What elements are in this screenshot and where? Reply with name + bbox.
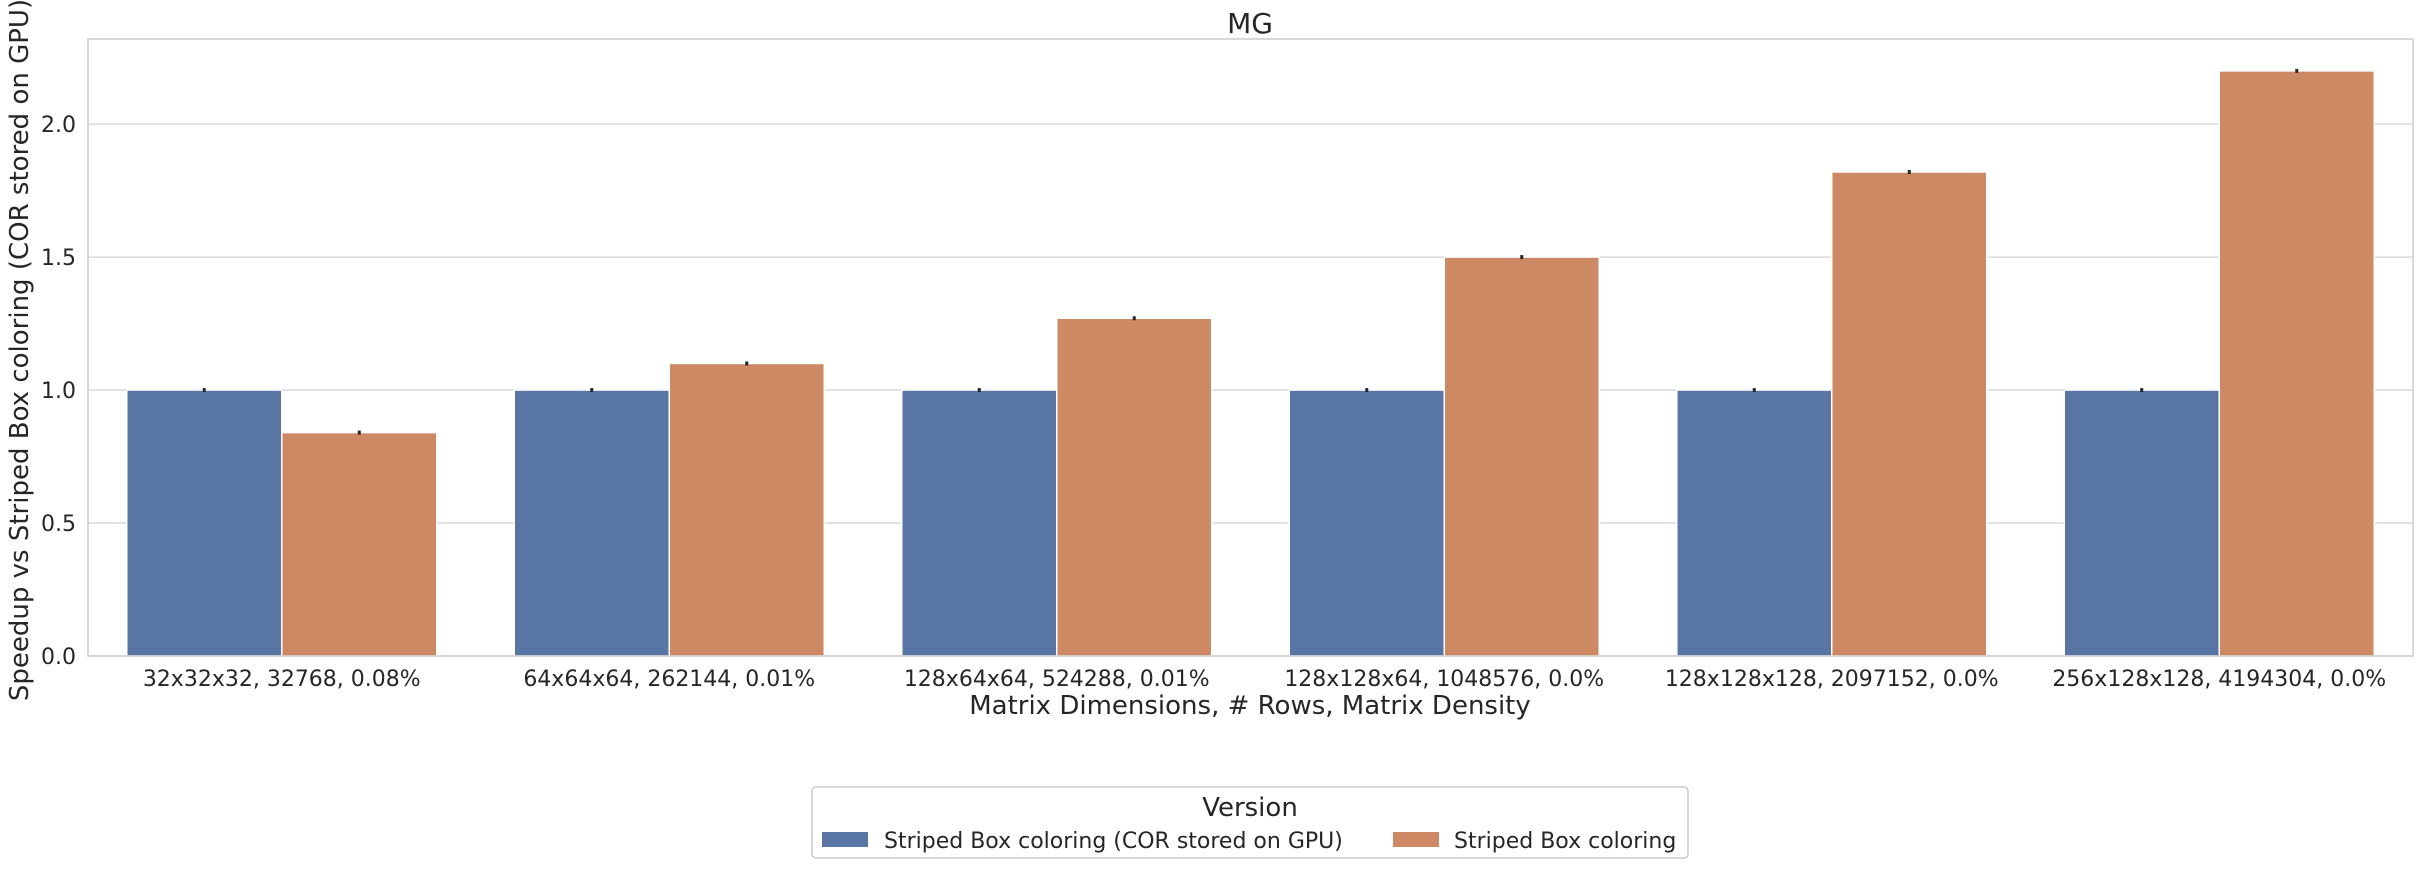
bar-series-2 [281, 431, 438, 657]
x-tick-label: 32x32x32, 32768, 0.08% [143, 667, 421, 692]
legend-label-series-2: Striped Box coloring [1454, 829, 1676, 854]
y-tick-label: 0.5 [41, 512, 76, 537]
y-axis-title: Speedup vs Striped Box coloring (COR sto… [5, 0, 35, 701]
legend-title: Version [1202, 793, 1298, 823]
legend-swatch-series-1 [822, 832, 868, 847]
legend-swatch-series-2 [1393, 832, 1439, 847]
y-tick-label: 2.0 [41, 113, 76, 138]
bar-series-1 [1288, 389, 1445, 657]
plot-frame [87, 38, 2414, 657]
bar-series-2 [2218, 70, 2375, 657]
x-tick-label: 256x128x128, 4194304, 0.0% [2052, 667, 2386, 692]
bar-series-1 [126, 389, 283, 657]
y-tick-label: 0.0 [41, 645, 76, 670]
legend-label-series-1: Striped Box coloring (COR stored on GPU) [884, 829, 1343, 854]
plot-border [87, 38, 2414, 657]
y-tick-label: 1.5 [41, 246, 76, 271]
x-tick-label: 64x64x64, 262144, 0.01% [523, 667, 815, 692]
bar-series-2 [1831, 171, 1988, 657]
legend: Version Striped Box coloring (COR stored… [811, 786, 1689, 859]
x-axis-title: Matrix Dimensions, # Rows, Matrix Densit… [969, 691, 1531, 721]
tick-labels: 0.0 0.5 1.0 1.5 2.0 32x32x32, 32768, 0.08% 64x… [41, 113, 2386, 692]
y-tick-label: 1.0 [41, 379, 76, 404]
chart-title: MG [1227, 7, 1273, 40]
bar-series-2 [668, 362, 825, 657]
x-tick-label: 128x128x64, 1048576, 0.0% [1284, 667, 1604, 692]
bar-series-2 [1056, 317, 1213, 657]
bar-series-1 [513, 389, 670, 657]
x-tick-label: 128x128x128, 2097152, 0.0% [1665, 667, 1999, 692]
bar-series-1 [2063, 389, 2220, 657]
legend-box [811, 786, 1689, 859]
bar-series-1 [1676, 389, 1833, 657]
bar-series-1 [901, 389, 1058, 657]
x-tick-label: 128x64x64, 524288, 0.01% [904, 667, 1210, 692]
bars [126, 68, 2375, 657]
bar-series-2 [1443, 256, 1600, 657]
